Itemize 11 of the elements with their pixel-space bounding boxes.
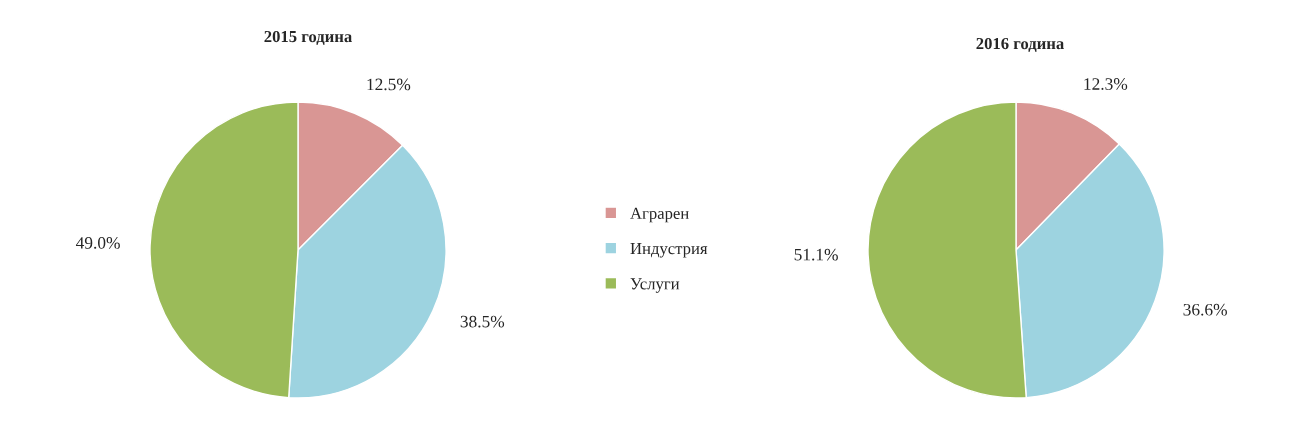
legend-label: Индустрия xyxy=(630,243,708,258)
data-label: 51.1% xyxy=(794,248,838,261)
legend-label: Аграрен xyxy=(630,207,689,223)
legend-label: Услуги xyxy=(630,278,680,293)
data-label: 12.3% xyxy=(1084,78,1128,90)
data-label: 49.0% xyxy=(75,237,120,249)
data-label: 12.5% xyxy=(367,78,411,91)
data-label: 38.5% xyxy=(460,315,505,328)
chart-title: 2015 година xyxy=(264,30,352,45)
data-label: 36.6% xyxy=(1183,303,1227,316)
chart-title: 2016 година xyxy=(976,37,1064,52)
